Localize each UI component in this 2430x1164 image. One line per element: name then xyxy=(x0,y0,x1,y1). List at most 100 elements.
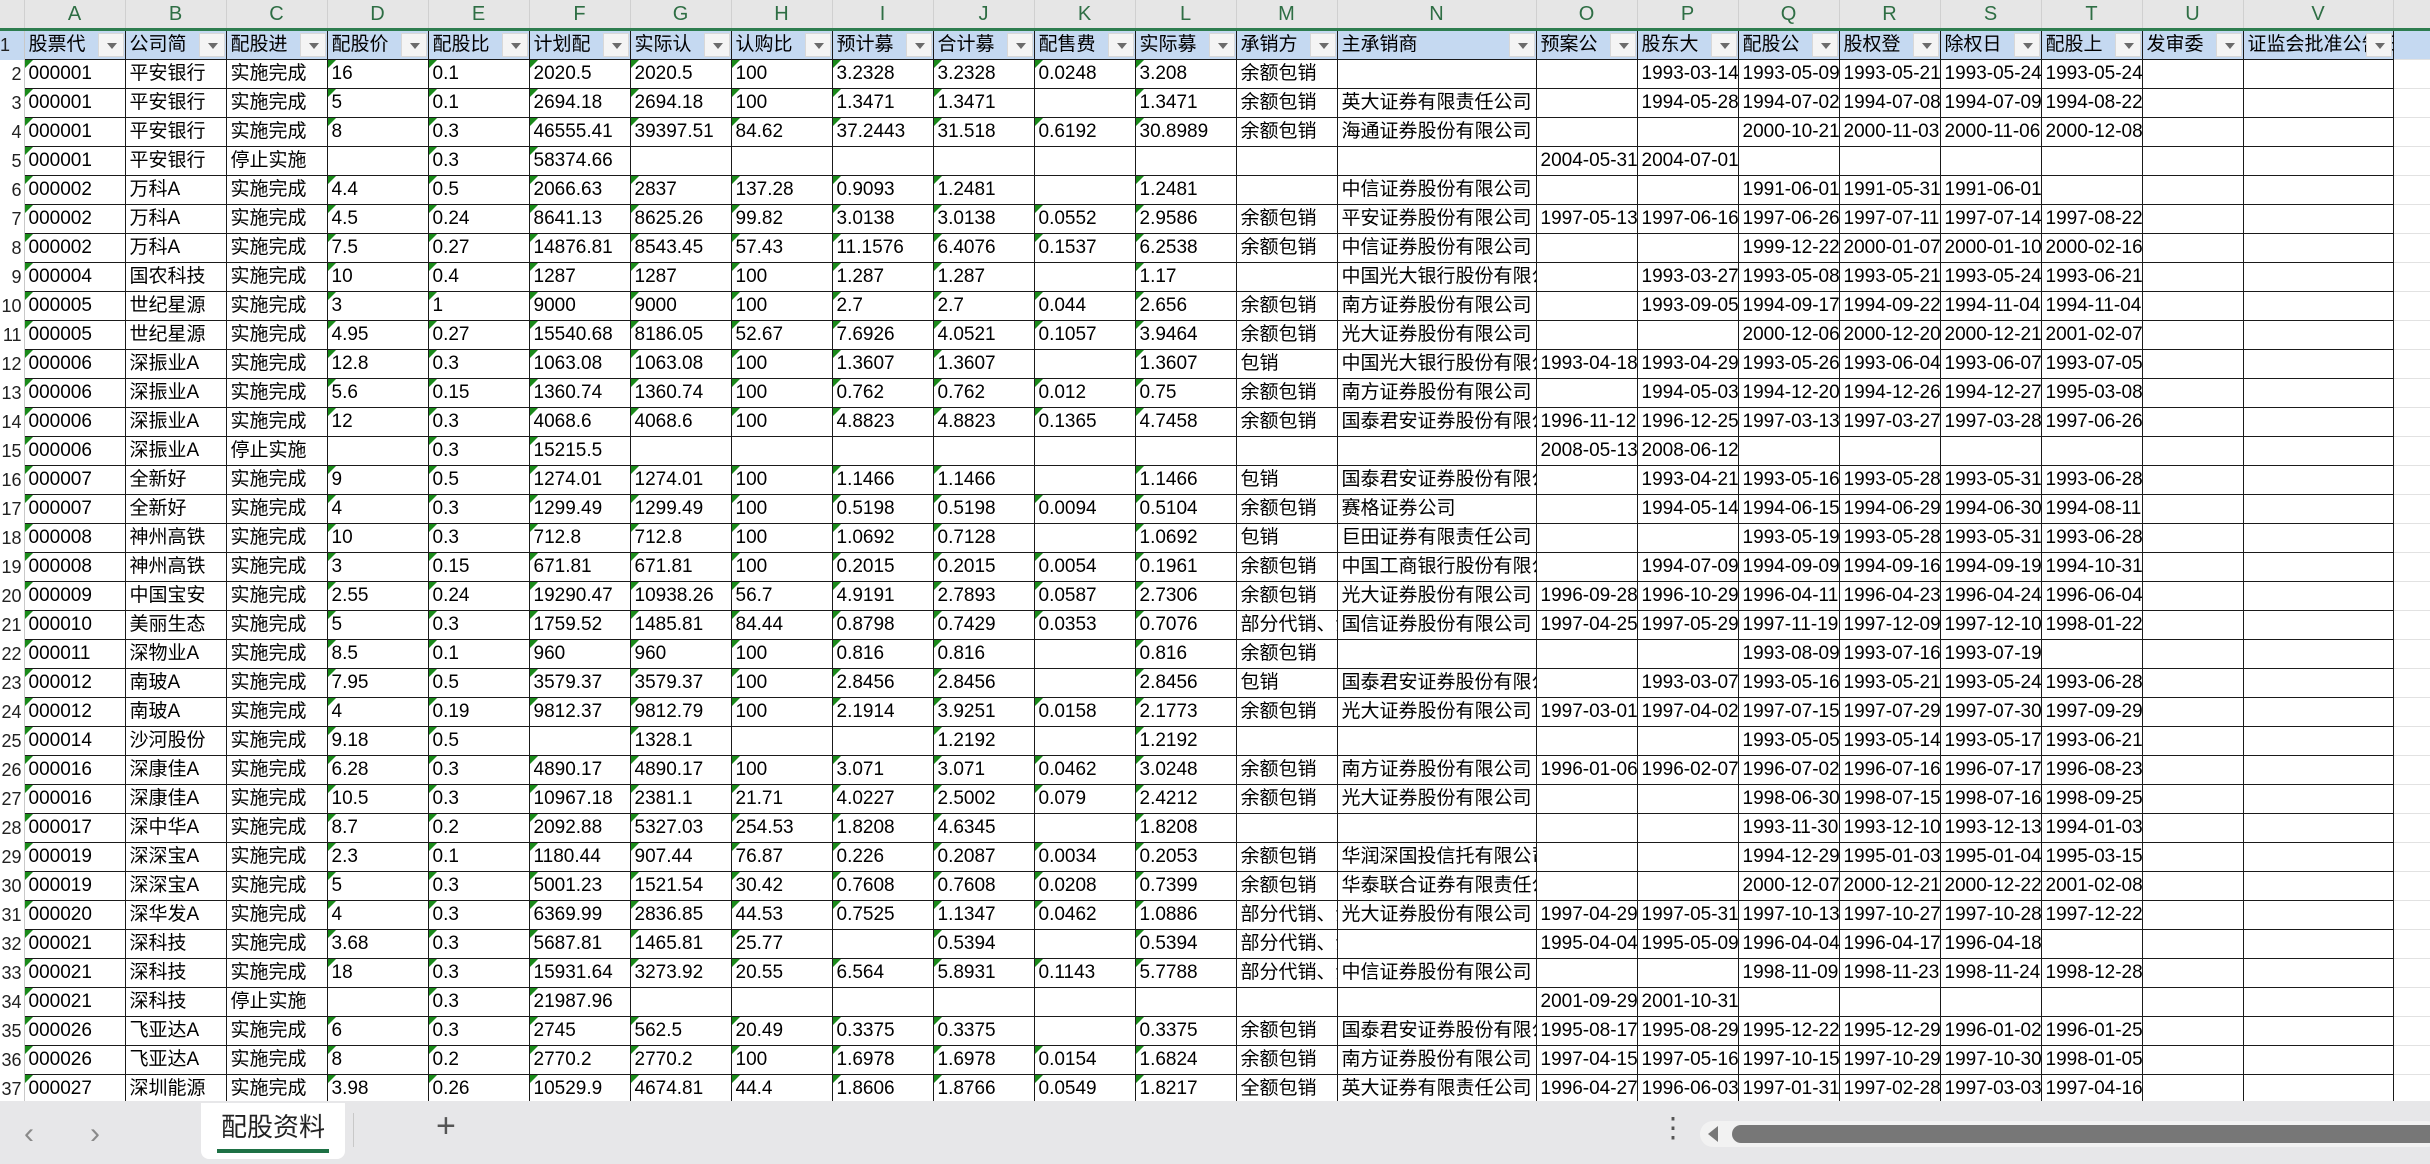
cell-H4[interactable]: 84.62 xyxy=(730,117,833,147)
cell-T7[interactable]: 1997-08-22 xyxy=(2040,204,2143,234)
cell-R31[interactable]: 1997-10-27 xyxy=(1838,900,1941,930)
cell-P30[interactable] xyxy=(1636,871,1739,901)
cell-J7[interactable]: 3.0138 xyxy=(932,204,1035,234)
cell-C12[interactable]: 实施完成 xyxy=(225,349,328,379)
cell-P27[interactable] xyxy=(1636,784,1739,814)
cell-A34[interactable]: 000021 xyxy=(23,987,126,1017)
cell-O12[interactable]: 1993-04-18 xyxy=(1535,349,1638,379)
cell-V35[interactable] xyxy=(2242,1016,2394,1046)
cell-U12[interactable] xyxy=(2141,349,2244,379)
empty-cell[interactable] xyxy=(2393,349,2430,379)
cell-E8[interactable]: 0.27 xyxy=(427,233,530,263)
cell-K4[interactable]: 0.6192 xyxy=(1033,117,1136,147)
cell-N13[interactable]: 南方证券股份有限公司 xyxy=(1336,378,1537,408)
cell-A36[interactable]: 000026 xyxy=(23,1045,126,1075)
cell-C14[interactable]: 实施完成 xyxy=(225,407,328,437)
cell-I31[interactable]: 0.7525 xyxy=(831,900,934,930)
cell-Q20[interactable]: 1996-04-11 xyxy=(1737,581,1840,611)
cell-U25[interactable] xyxy=(2141,726,2244,756)
empty-cell[interactable] xyxy=(2393,958,2430,988)
cell-Q15[interactable] xyxy=(1737,436,1840,466)
cell-I20[interactable]: 4.9191 xyxy=(831,581,934,611)
cell-E21[interactable]: 0.3 xyxy=(427,610,530,640)
cell-H13[interactable]: 100 xyxy=(730,378,833,408)
cell-O31[interactable]: 1997-04-29 xyxy=(1535,900,1638,930)
cell-G4[interactable]: 39397.51 xyxy=(629,117,732,147)
empty-cell[interactable] xyxy=(2393,871,2430,901)
cell-T17[interactable]: 1994-08-11 xyxy=(2040,494,2143,524)
empty-cell[interactable] xyxy=(2393,175,2430,205)
cell-A18[interactable]: 000008 xyxy=(23,523,126,553)
cell-M9[interactable] xyxy=(1235,262,1338,292)
cell-S35[interactable]: 1996-01-02 xyxy=(1939,1016,2042,1046)
cell-I37[interactable]: 1.8606 xyxy=(831,1074,934,1104)
cell-O2[interactable] xyxy=(1535,59,1638,89)
row-number[interactable]: 18 xyxy=(0,523,25,553)
cell-V16[interactable] xyxy=(2242,465,2394,495)
cell-H11[interactable]: 52.67 xyxy=(730,320,833,350)
cell-V19[interactable] xyxy=(2242,552,2394,582)
cell-H22[interactable]: 100 xyxy=(730,639,833,669)
cell-T37[interactable]: 1997-04-16 xyxy=(2040,1074,2143,1104)
cell-N30[interactable]: 华泰联合证券有限责任公司 xyxy=(1336,871,1537,901)
empty-cell[interactable] xyxy=(2393,1074,2430,1104)
cell-I5[interactable] xyxy=(831,146,934,176)
cell-B25[interactable]: 沙河股份 xyxy=(124,726,227,756)
cell-T25[interactable]: 1993-06-21 xyxy=(2040,726,2143,756)
cell-J21[interactable]: 0.7429 xyxy=(932,610,1035,640)
cell-S24[interactable]: 1997-07-30 xyxy=(1939,697,2042,727)
cell-B3[interactable]: 平安银行 xyxy=(124,88,227,118)
row-number[interactable]: 26 xyxy=(0,755,25,785)
cell-Q37[interactable]: 1997-01-31 xyxy=(1737,1074,1840,1104)
header-cell[interactable]: 配售费 xyxy=(1033,29,1136,60)
column-header-A[interactable]: A xyxy=(24,0,126,31)
cell-U36[interactable] xyxy=(2141,1045,2244,1075)
cell-P17[interactable]: 1994-05-14 xyxy=(1636,494,1739,524)
header-cell[interactable]: 配股上 xyxy=(2040,29,2143,60)
cell-E27[interactable]: 0.3 xyxy=(427,784,530,814)
cell-H20[interactable]: 56.7 xyxy=(730,581,833,611)
cell-D19[interactable]: 3 xyxy=(326,552,429,582)
cell-V23[interactable] xyxy=(2242,668,2394,698)
cell-A33[interactable]: 000021 xyxy=(23,958,126,988)
cell-V36[interactable] xyxy=(2242,1045,2394,1075)
cell-H32[interactable]: 25.77 xyxy=(730,929,833,959)
cell-B31[interactable]: 深华发A xyxy=(124,900,227,930)
cell-P20[interactable]: 1996-10-29 xyxy=(1636,581,1739,611)
cell-O14[interactable]: 1996-11-12 xyxy=(1535,407,1638,437)
cell-P29[interactable] xyxy=(1636,842,1739,872)
cell-G36[interactable]: 2770.2 xyxy=(629,1045,732,1075)
cell-U29[interactable] xyxy=(2141,842,2244,872)
cell-K12[interactable] xyxy=(1033,349,1136,379)
cell-B16[interactable]: 全新好 xyxy=(124,465,227,495)
header-cell[interactable]: 主承销商 xyxy=(1336,29,1537,60)
cell-E16[interactable]: 0.5 xyxy=(427,465,530,495)
cell-S25[interactable]: 1993-05-17 xyxy=(1939,726,2042,756)
cell-K2[interactable]: 0.0248 xyxy=(1033,59,1136,89)
empty-cell[interactable] xyxy=(2393,813,2430,843)
cell-K37[interactable]: 0.0549 xyxy=(1033,1074,1136,1104)
cell-P24[interactable]: 1997-04-02 xyxy=(1636,697,1739,727)
cell-S9[interactable]: 1993-05-24 xyxy=(1939,262,2042,292)
cell-Q29[interactable]: 1994-12-29 xyxy=(1737,842,1840,872)
cell-K22[interactable] xyxy=(1033,639,1136,669)
cell-C4[interactable]: 实施完成 xyxy=(225,117,328,147)
cell-R25[interactable]: 1993-05-14 xyxy=(1838,726,1941,756)
cell-H28[interactable]: 254.53 xyxy=(730,813,833,843)
filter-dropdown-icon[interactable] xyxy=(1508,33,1535,57)
cell-A4[interactable]: 000001 xyxy=(23,117,126,147)
cell-T19[interactable]: 1994-10-31 xyxy=(2040,552,2143,582)
empty-cell[interactable] xyxy=(2393,233,2430,263)
cell-G37[interactable]: 4674.81 xyxy=(629,1074,732,1104)
filter-dropdown-icon[interactable] xyxy=(97,33,124,57)
vertical-ellipsis-icon[interactable]: ⋮ xyxy=(1659,1112,1687,1143)
cell-L16[interactable]: 1.1466 xyxy=(1134,465,1237,495)
cell-M35[interactable]: 余额包销 xyxy=(1235,1016,1338,1046)
cell-H18[interactable]: 100 xyxy=(730,523,833,553)
cell-O19[interactable] xyxy=(1535,552,1638,582)
cell-I9[interactable]: 1.287 xyxy=(831,262,934,292)
cell-K16[interactable] xyxy=(1033,465,1136,495)
cell-C22[interactable]: 实施完成 xyxy=(225,639,328,669)
cell-J31[interactable]: 1.1347 xyxy=(932,900,1035,930)
cell-T26[interactable]: 1996-08-23 xyxy=(2040,755,2143,785)
